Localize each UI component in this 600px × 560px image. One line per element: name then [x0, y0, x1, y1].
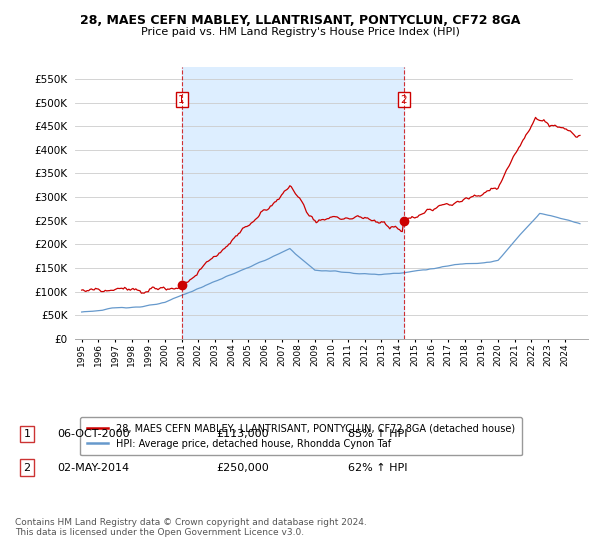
Text: 2: 2 [401, 95, 407, 105]
Text: Price paid vs. HM Land Registry's House Price Index (HPI): Price paid vs. HM Land Registry's House … [140, 27, 460, 37]
Text: 2: 2 [23, 463, 31, 473]
Text: 62% ↑ HPI: 62% ↑ HPI [348, 463, 407, 473]
Text: £250,000: £250,000 [216, 463, 269, 473]
Text: 28, MAES CEFN MABLEY, LLANTRISANT, PONTYCLUN, CF72 8GA: 28, MAES CEFN MABLEY, LLANTRISANT, PONTY… [80, 14, 520, 27]
Text: 85% ↑ HPI: 85% ↑ HPI [348, 429, 407, 439]
Text: 06-OCT-2000: 06-OCT-2000 [57, 429, 130, 439]
Legend: 28, MAES CEFN MABLEY, LLANTRISANT, PONTYCLUN, CF72 8GA (detached house), HPI: Av: 28, MAES CEFN MABLEY, LLANTRISANT, PONTY… [80, 417, 522, 455]
Text: 02-MAY-2014: 02-MAY-2014 [57, 463, 129, 473]
Text: 1: 1 [23, 429, 31, 439]
Text: Contains HM Land Registry data © Crown copyright and database right 2024.
This d: Contains HM Land Registry data © Crown c… [15, 518, 367, 538]
Bar [182, 67, 404, 339]
Text: £113,000: £113,000 [216, 429, 269, 439]
Text: 1: 1 [178, 95, 185, 105]
